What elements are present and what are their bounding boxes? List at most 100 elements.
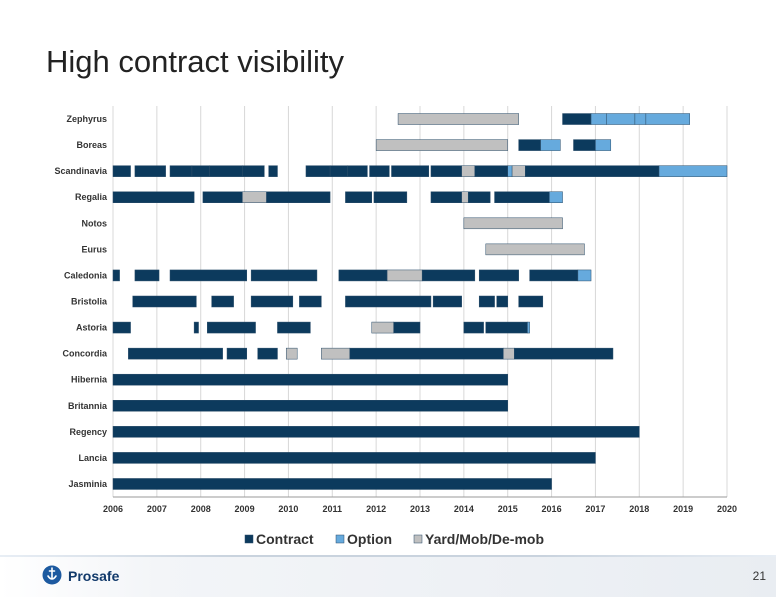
- bar-yard: [503, 347, 515, 360]
- bar-contract: [226, 347, 248, 360]
- x-tick-label: 2012: [366, 504, 386, 514]
- bar-contract: [349, 347, 504, 360]
- brand-name: Prosafe: [68, 568, 120, 584]
- bar-contract: [132, 295, 197, 308]
- bar-contract: [134, 269, 160, 282]
- prosafe-logo-icon: [42, 565, 62, 585]
- bar-contract: [112, 321, 131, 334]
- x-tick-label: 2014: [454, 504, 474, 514]
- bar-contract: [467, 191, 491, 203]
- bar-contract: [369, 165, 390, 177]
- row-label: Britannia: [68, 401, 108, 411]
- bar-contract: [112, 426, 640, 438]
- bar-contract: [299, 295, 322, 308]
- bar-contract: [518, 139, 541, 151]
- x-tick-label: 2020: [717, 504, 737, 514]
- legend-label: Yard/Mob/De-mob: [425, 531, 544, 547]
- bar-contract: [112, 400, 508, 412]
- bar-contract: [268, 165, 278, 177]
- bar-contract: [242, 165, 265, 177]
- bar-contract: [338, 269, 388, 282]
- row-label: Zephyrus: [66, 114, 107, 124]
- bar-yard: [371, 321, 394, 334]
- bar-option: [590, 113, 607, 125]
- bar-contract: [496, 295, 508, 308]
- bar-option: [645, 113, 690, 125]
- row-label: Lancia: [78, 453, 108, 463]
- bar-contract: [209, 165, 243, 177]
- bar-contract: [463, 321, 484, 334]
- bar-yard: [242, 191, 267, 203]
- legend-swatch: [244, 534, 254, 544]
- bar-contract: [202, 191, 243, 203]
- bar-contract: [347, 165, 368, 177]
- row-label: Concordia: [62, 349, 107, 359]
- bar-contract: [112, 478, 552, 490]
- bar-contract: [391, 165, 430, 177]
- bar-contract: [478, 295, 495, 308]
- bar-option: [658, 165, 728, 177]
- row-label: Caledonia: [64, 270, 108, 280]
- legend-label: Option: [347, 531, 392, 547]
- bar-option: [549, 191, 563, 203]
- bar-option: [507, 165, 513, 177]
- bar-yard: [461, 165, 476, 177]
- bar-contract: [562, 113, 592, 125]
- bar-contract: [112, 269, 120, 282]
- bar-contract: [257, 347, 278, 360]
- bar-contract: [134, 165, 166, 177]
- bar-contract: [430, 191, 462, 203]
- bar-contract: [112, 191, 195, 203]
- bar-contract: [478, 269, 519, 282]
- bar-contract: [529, 269, 579, 282]
- bar-contract: [305, 165, 331, 177]
- bar-contract: [432, 295, 462, 308]
- bar-contract: [112, 165, 131, 177]
- bar-yard: [386, 269, 423, 282]
- row-label: Bristolia: [71, 297, 108, 307]
- bar-contract: [518, 295, 544, 308]
- bar-option: [595, 139, 612, 151]
- bar-contract: [191, 165, 210, 177]
- bar-contract: [250, 269, 318, 282]
- bar-contract: [573, 139, 596, 151]
- bar-contract: [345, 295, 432, 308]
- page-title: High contract visibility: [46, 44, 345, 79]
- row-label: Astoria: [76, 323, 108, 333]
- bar-contract: [128, 347, 223, 360]
- bar-contract: [494, 191, 550, 203]
- bar-contract: [112, 452, 596, 464]
- gantt-chart: Zephyrus Boreas Scandinavia Regalia Notos Eur…: [54, 106, 737, 547]
- bar-contract: [329, 165, 348, 177]
- bar-yard: [397, 113, 519, 125]
- bar-contract: [373, 191, 408, 203]
- x-tick-label: 2011: [323, 504, 343, 514]
- x-tick-label: 2013: [410, 504, 430, 514]
- row-label: Scandinavia: [54, 166, 108, 176]
- bar-yard: [285, 347, 298, 360]
- x-tick-label: 2015: [498, 504, 518, 514]
- bar-contract: [393, 321, 421, 334]
- x-tick-label: 2016: [542, 504, 562, 514]
- legend-label: Contract: [256, 531, 314, 547]
- bar-option: [527, 321, 530, 334]
- bar-contract: [345, 191, 373, 203]
- bar-contract: [169, 165, 193, 177]
- bar-contract: [277, 321, 311, 334]
- bar-contract: [169, 269, 248, 282]
- x-tick-label: 2019: [673, 504, 693, 514]
- row-label: Jasminia: [68, 479, 108, 489]
- chart-x-tick-labels: 2006 2007 2008 2009 2010 2011 2012 2013 2014 2015…: [103, 504, 737, 514]
- bar-contract: [193, 321, 199, 334]
- bar-option: [634, 113, 647, 125]
- bar-yard: [461, 191, 469, 203]
- chart-bars: [112, 113, 728, 490]
- bar-contract: [421, 269, 476, 282]
- page-number: 21: [752, 569, 766, 583]
- row-label: Eurus: [81, 244, 107, 254]
- bar-yard: [511, 165, 526, 177]
- legend-swatch: [413, 534, 423, 544]
- footer-band: Prosafe 21: [0, 557, 776, 597]
- bar-contract: [250, 295, 294, 308]
- legend-swatch: [335, 534, 345, 544]
